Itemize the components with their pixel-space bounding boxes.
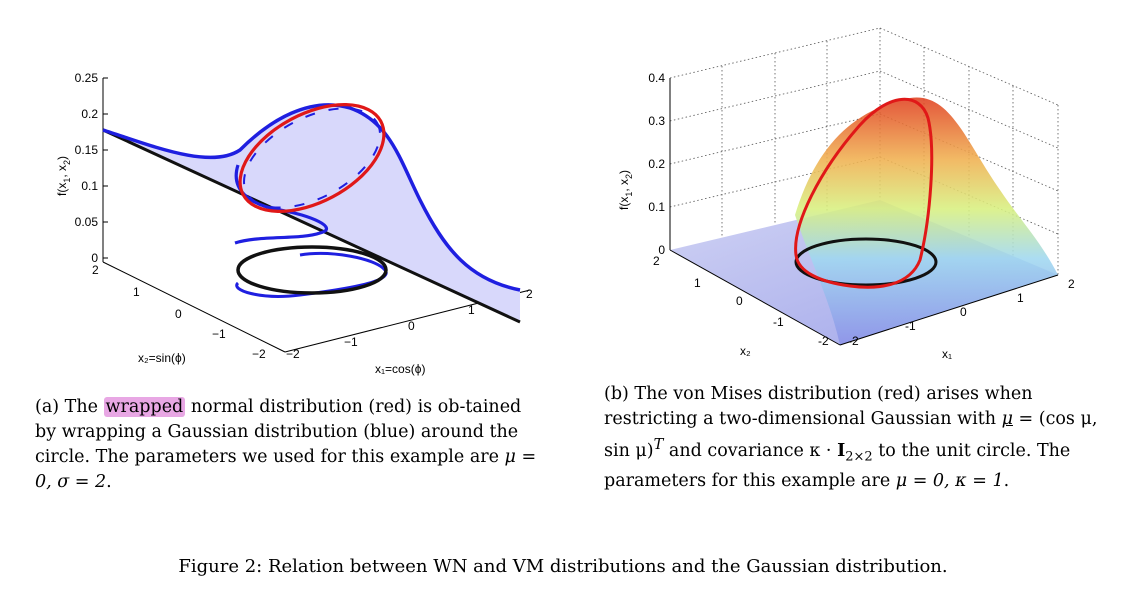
caption-text: to the unit circle. The parameters for t… [604,440,1071,492]
x2-tick-label: 1 [694,276,701,290]
wrapped-normal-curve [238,103,386,213]
x2-tick-label: 1 [133,285,140,299]
caption-text: and covariance κ · [663,440,838,461]
x2-tick-label: 2 [653,254,660,268]
z-axis-label: f(x1, x2) [55,156,72,196]
caption-identity-matrix: I [837,440,846,461]
x1-axis-label: x₁ [942,347,952,361]
x2-axis-line [102,261,286,353]
x2-tick-label: 0 [175,307,182,321]
x1-axis-label: x₁=cos(ϕ) [375,362,425,376]
x2-tick-label: 0 [736,294,743,308]
x2-axis-line [669,249,841,346]
figure-caption: Figure 2: Relation between WN and VM dis… [178,556,948,577]
z-tick-label: 0.15 [75,143,99,157]
caption-text: (b) The von Mises distribution (red) ari… [604,384,1033,429]
highlighted-word: wrapped [103,397,186,417]
z-tick-label: 0.05 [75,215,99,229]
x1-tick-label: 1 [468,303,475,317]
caption-superscript: T [653,436,664,453]
x1-axis-line [839,274,1059,346]
x1-tick-label: 2 [526,287,533,301]
unit-circle [236,245,388,295]
subfigure-a-caption: (a) The wrapped normal distribution (red… [35,395,543,495]
caption-math: μ = 0, κ = 1 [895,471,1004,492]
x1-tick-label: 2 [1068,277,1075,291]
x2-tick-label: -1 [773,315,784,329]
subfigure-b-plot: 0.4 0.3 0.2 0.1 0 f(x1, x2) 2 1 0 -1 -2 … [580,0,1126,385]
z-tick-label: 0.1 [81,179,98,193]
x1-tick-label: -2 [848,334,859,348]
z-tick-label: 0.4 [648,71,665,85]
z-tick-label: 0 [658,243,665,257]
x2-tick-label: 2 [92,263,99,277]
z-tick-label: 0.1 [648,200,665,214]
von-mises-curve [794,97,934,289]
caption-text: = (cos μ, sin μ) [604,409,1098,461]
x2-tick-label: −2 [252,347,266,361]
caption-text: normal distribution (red) is ob-tained b… [35,397,522,467]
caption-text: . [106,472,112,492]
z-axis-label: f(x1, x2) [617,170,634,210]
unit-circle [794,237,938,287]
caption-subscript: 2×2 [845,449,873,465]
caption-text: . [1003,471,1010,492]
x1-tick-label: −2 [286,347,300,361]
z-tick-label: 0.3 [648,114,665,128]
x2-tick-label: -2 [818,334,829,348]
x1-tick-label: 0 [408,319,415,333]
z-tick-label: 0.2 [648,157,665,171]
wrapped-spiral-lower [235,251,388,298]
x1-tick-label: -1 [905,319,916,333]
x1-tick-label: 0 [960,305,967,319]
z-tick-label: 0 [91,251,98,265]
x1-tick-label: 1 [1017,291,1024,305]
gaussian-fill-area [103,104,520,322]
caption-mu-vector: μ [1001,409,1013,429]
caption-text: (a) The [35,397,104,417]
z-tick-label: 0.25 [75,71,99,85]
baseline-line [102,128,521,324]
x2-axis-label: x₂ [740,344,751,358]
gaussian-curve [102,103,521,292]
x2-axis-label: x₂=sin(ϕ) [138,351,186,365]
x1-tick-label: −1 [344,335,358,349]
caption-math: μ = 0, σ = 2 [35,447,537,492]
x2-tick-label: −1 [212,327,226,341]
subfigure-b-caption: (b) The von Mises distribution (red) ari… [604,382,1104,494]
z-tick-label: 0.2 [81,107,98,121]
subfigure-a-plot: 0.25 0.2 0.15 0.1 0.05 0 f(x1, x2) 2 1 0… [0,0,560,385]
wrapped-normal-blue-overlay [243,107,381,209]
